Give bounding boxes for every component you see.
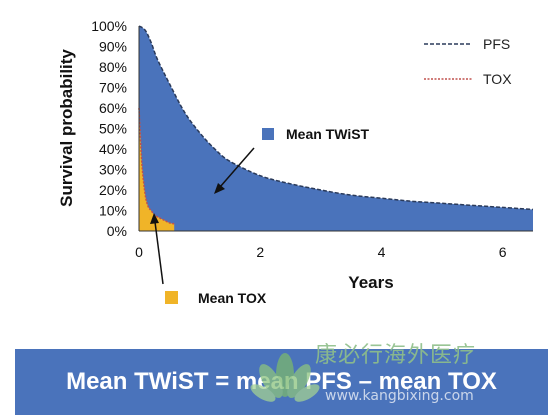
tox-label: Mean TOX (198, 290, 267, 306)
y-tick-label: 50% (99, 121, 127, 137)
y-tick-label: 70% (99, 80, 127, 96)
twist-swatch (262, 128, 274, 140)
tox-swatch (165, 291, 178, 304)
pfs-area-fill (139, 26, 533, 231)
pfs-curve (138, 25, 534, 211)
x-tick-label: 6 (499, 244, 507, 260)
legend-pfs-label: PFS (483, 36, 510, 52)
plot-area (138, 25, 534, 231)
x-axis-title: Years (348, 273, 393, 292)
watermark-chinese-text: 康必行海外医疗 (315, 343, 477, 368)
y-axis-title: Survival probability (57, 49, 76, 207)
y-tick-label: 90% (99, 39, 127, 55)
survival-chart: 0% 10% 20% 30% 40% 50% 60% 70% 80% 90% 100% 0 2 4 6 S… (57, 18, 534, 306)
annotation-twist: Mean TWiST (214, 126, 370, 194)
y-tick-label: 80% (99, 59, 127, 75)
legend: PFS TOX (424, 36, 512, 87)
y-tick-label: 30% (99, 162, 127, 178)
watermark-url-text: www.kangbixing.com (325, 388, 474, 404)
twist-label: Mean TWiST (286, 126, 370, 142)
y-tick-label: 10% (99, 203, 127, 219)
tox-area-fill (139, 108, 175, 231)
x-tick-label: 0 (135, 244, 143, 260)
y-tick-label: 100% (91, 18, 127, 34)
y-tick-label: 20% (99, 182, 127, 198)
legend-tox-label: TOX (483, 71, 512, 87)
tox-arrow-head (150, 213, 159, 224)
tox-arrow-line (154, 221, 164, 285)
x-tick-label: 2 (256, 244, 264, 260)
y-tick-label: 0% (107, 223, 127, 239)
x-tick-label: 4 (378, 244, 386, 260)
y-tick-label: 40% (99, 141, 127, 157)
twist-arrow-line (219, 147, 255, 188)
y-tick-labels: 0% 10% 20% 30% 40% 50% 60% 70% 80% 90% 100% (91, 18, 127, 239)
annotation-tox: Mean TOX (150, 213, 267, 306)
axes (138, 26, 533, 232)
y-tick-label: 60% (99, 100, 127, 116)
twist-arrow-head (214, 183, 225, 194)
x-tick-labels: 0 2 4 6 (135, 244, 507, 260)
